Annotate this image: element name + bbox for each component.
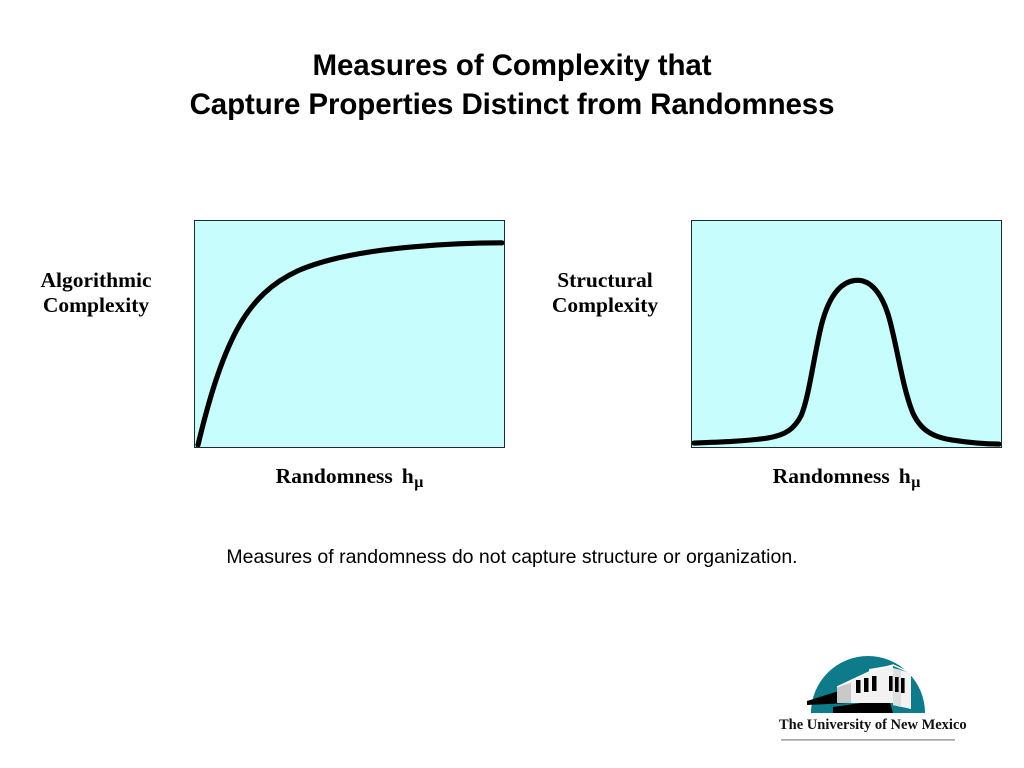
- slide-title: Measures of Complexity that Capture Prop…: [0, 46, 1024, 124]
- structural-curve-svg: [692, 277, 1001, 447]
- algorithmic-complexity-curve: [195, 240, 504, 447]
- plot-structural-complexity: [691, 220, 1002, 448]
- unm-arch-building-icon: [807, 656, 925, 713]
- plot-algorithmic-complexity: [194, 220, 505, 448]
- structural-complexity-curve: [692, 277, 1001, 447]
- unm-logo-rule: [781, 739, 955, 741]
- x-axis-label-structural-subscript: μ: [911, 474, 921, 491]
- x-axis-label-algorithmic: Randomness hμ: [194, 464, 505, 495]
- y-axis-label-algorithmic: Algorithmic Complexity: [6, 268, 186, 318]
- unm-logo-mark-icon: [793, 643, 943, 715]
- algorithmic-curve-svg: [195, 240, 504, 447]
- y-axis-label-structural-line1: Structural: [557, 268, 653, 292]
- y-axis-label-algorithmic-line1: Algorithmic: [40, 268, 152, 292]
- title-line-1: Measures of Complexity that: [312, 49, 712, 82]
- x-axis-label-algorithmic-subscript: μ: [414, 474, 424, 491]
- title-line-2: Capture Properties Distinct from Randomn…: [189, 88, 835, 121]
- x-axis-label-algorithmic-text: Randomness: [275, 464, 393, 488]
- y-axis-label-structural-line2: Complexity: [551, 293, 659, 317]
- y-axis-label-algorithmic-line2: Complexity: [42, 293, 150, 317]
- slide-caption: Measures of randomness do not capture st…: [226, 546, 798, 568]
- x-axis-label-structural-symbol: h: [898, 464, 911, 488]
- y-axis-label-structural: Structural Complexity: [520, 268, 690, 318]
- x-axis-label-structural-text: Randomness: [772, 464, 890, 488]
- unm-logo: The University of New Mexico: [779, 643, 967, 749]
- unm-logo-wordmark: The University of New Mexico: [779, 717, 967, 733]
- x-axis-label-algorithmic-symbol: h: [401, 464, 414, 488]
- x-axis-label-structural: Randomness hμ: [691, 464, 1002, 495]
